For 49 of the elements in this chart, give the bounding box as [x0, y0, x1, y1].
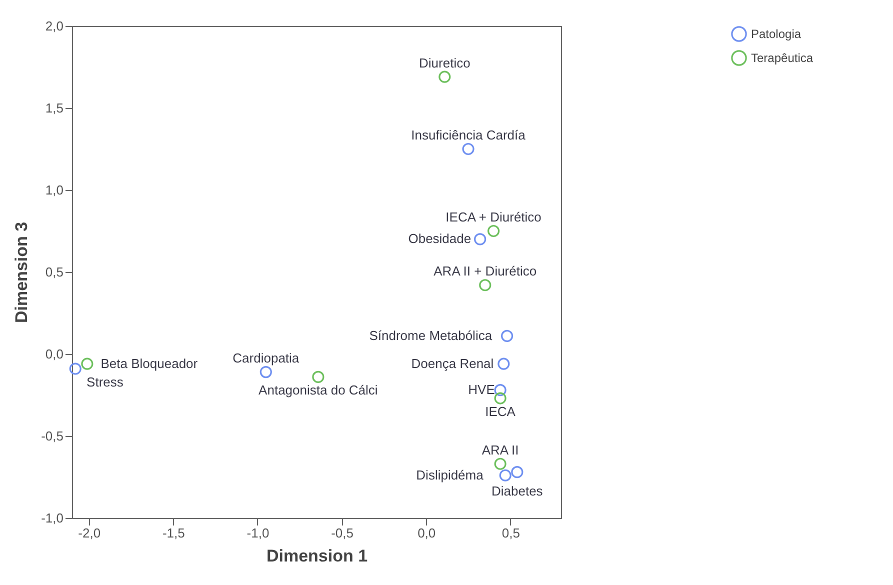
annotation: ARA II + Diurético [434, 264, 537, 279]
point [260, 366, 272, 378]
annotation: Doença Renal [411, 356, 494, 371]
annotation: Diabetes [492, 484, 544, 499]
point [494, 392, 506, 404]
x-tick-label: 0,5 [502, 526, 520, 540]
y-tick-label: 1,0 [45, 182, 64, 198]
point [474, 233, 486, 246]
point [511, 466, 524, 478]
annotation: Stress [86, 374, 124, 390]
point [81, 358, 94, 370]
legend-label: Patologia [751, 27, 802, 41]
point [494, 458, 506, 470]
annotation: Antagonista do Cálci [258, 382, 378, 398]
x-tick-label: -0,5 [331, 526, 354, 540]
point [494, 384, 506, 396]
annotation: Obesidade [408, 231, 472, 246]
legend-label: Terapêutica [751, 51, 814, 65]
x-tick-label: -1,0 [246, 526, 270, 540]
annotation: IECA + Diurético [446, 210, 542, 224]
x-tick-label: 0,0 [418, 526, 436, 540]
annotation: Beta Bloqueador [100, 356, 198, 371]
annotation: HVE [468, 382, 496, 398]
y-tick-label: 0,0 [45, 346, 64, 362]
point [500, 330, 514, 342]
point [499, 469, 512, 482]
x-axis-title: Dimension 1 [266, 546, 368, 566]
point [69, 362, 82, 375]
annotation: Insuficiência Cardía [411, 128, 526, 142]
annotation: Diuretico [419, 55, 470, 70]
x-tick-label: -2,0 [78, 526, 101, 540]
point [462, 142, 474, 156]
point [479, 279, 492, 292]
annotation: ARA II [482, 442, 519, 458]
annotation: Síndrome Metabólica [369, 328, 493, 343]
point [438, 70, 451, 83]
annotation: Dislipidéma [416, 467, 484, 482]
y-tick-label: 2,0 [45, 18, 64, 34]
point [312, 370, 324, 383]
y-tick-label: 0,5 [45, 264, 64, 280]
y-tick-label: 1,5 [45, 100, 64, 116]
x-tick-label: -1,5 [162, 526, 185, 540]
y-tick-label: -0,5 [41, 428, 64, 444]
y-axis-title: Dimension 3 [12, 222, 32, 324]
point [498, 358, 510, 370]
annotation: IECA [485, 404, 516, 419]
y-tick-label: -1,0 [41, 510, 64, 526]
annotation: Cardiopatia [232, 350, 300, 366]
point [488, 224, 500, 238]
